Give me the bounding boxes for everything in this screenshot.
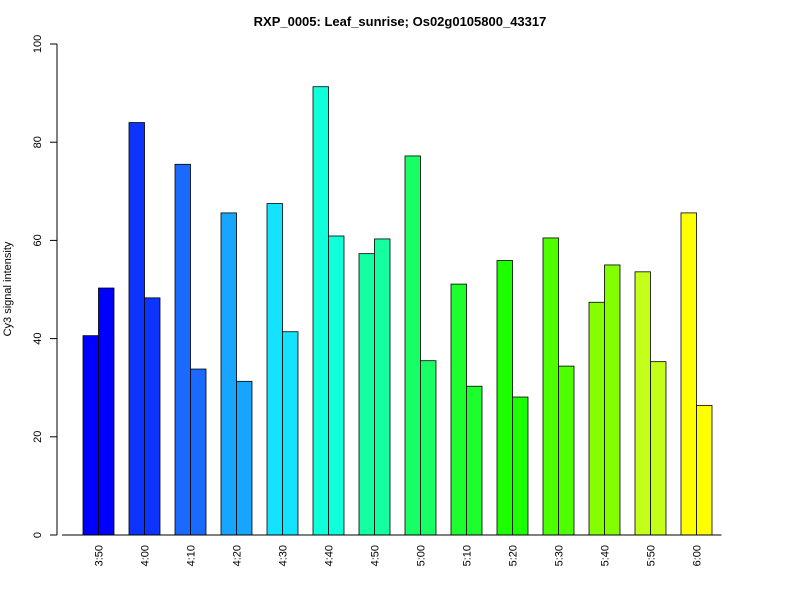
bar-5:00-2 (420, 360, 437, 536)
y-axis-label: Cy3 signal intensity (2, 241, 14, 336)
x-tick-label: 5:20 (508, 545, 520, 566)
bar-4:30-2 (282, 331, 299, 536)
bar-4:00-2 (144, 297, 161, 536)
bar-5:40-2 (604, 264, 621, 536)
bar-6:00-1 (680, 212, 697, 536)
x-tick-label: 6:00 (692, 545, 704, 566)
bar-5:40-1 (588, 301, 605, 536)
x-tick-label: 4:40 (324, 545, 336, 566)
bar-4:20-2 (236, 380, 253, 536)
x-tick-label: 5:30 (554, 545, 566, 566)
bar-3:50-1 (82, 335, 99, 536)
y-tick-label: 60 (32, 234, 44, 246)
bar-6:00-2 (696, 404, 713, 536)
bar-5:10-1 (450, 283, 467, 536)
x-tick-label: 5:10 (462, 545, 474, 566)
bar-4:50-2 (374, 238, 391, 536)
bar-5:30-2 (558, 365, 575, 536)
bar-5:30-1 (542, 237, 559, 536)
bar-5:50-1 (634, 271, 651, 536)
bar-4:10-1 (174, 163, 191, 536)
chart-title: RXP_0005: Leaf_sunrise; Os02g0105800_433… (254, 14, 547, 29)
bar-3:50-2 (98, 287, 115, 536)
y-tick-label: 100 (32, 35, 44, 53)
y-axis: 0 20 40 60 80 100 (32, 35, 58, 538)
x-tick-label: 4:30 (278, 545, 290, 566)
bars-group (82, 86, 713, 536)
x-axis: 3:50 4:00 4:10 4:20 4:30 4:40 4:50 5:00 5:10 5:20… (62, 534, 722, 566)
bar-4:20-1 (220, 212, 237, 536)
bar-4:40-1 (312, 86, 329, 536)
y-tick-label: 80 (32, 136, 44, 148)
y-tick-label: 20 (32, 431, 44, 443)
x-tick-label: 4:50 (370, 545, 382, 566)
bar-5:20-2 (512, 396, 529, 536)
bar-5:00-1 (404, 155, 421, 536)
bar-4:40-2 (328, 235, 345, 536)
x-tick-label: 5:00 (416, 545, 428, 566)
bar-5:20-1 (496, 260, 513, 536)
bar-4:30-1 (266, 203, 283, 536)
x-tick-label: 4:10 (186, 545, 198, 566)
x-tick-label: 3:50 (94, 545, 106, 566)
bar-4:10-2 (190, 368, 207, 536)
bar-4:50-1 (358, 253, 375, 536)
x-tick-label: 4:00 (140, 545, 152, 566)
x-tick-label: 4:20 (232, 545, 244, 566)
x-tick-label: 5:50 (646, 545, 658, 566)
x-tick-label: 5:40 (600, 545, 612, 566)
bar-5:10-2 (466, 385, 483, 536)
bar-4:00-1 (128, 122, 145, 536)
bar-5:50-2 (650, 361, 667, 536)
y-tick-label: 0 (32, 532, 44, 538)
y-tick-label: 40 (32, 332, 44, 344)
